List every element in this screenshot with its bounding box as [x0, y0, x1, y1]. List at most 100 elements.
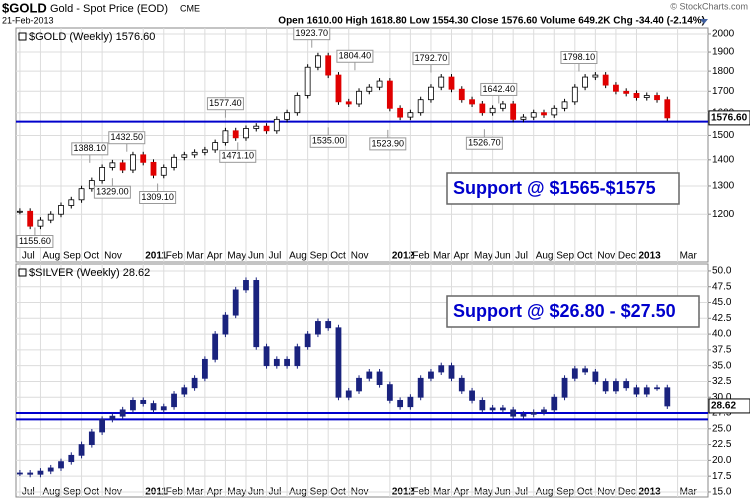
candle	[643, 95, 650, 98]
annotation-label: 1798.10	[563, 52, 596, 62]
y-tick-label: 2000	[712, 29, 735, 40]
candle	[469, 390, 475, 401]
candle	[479, 103, 486, 114]
candle	[222, 314, 229, 335]
annotation-box	[71, 142, 109, 156]
candle	[664, 387, 671, 407]
candle	[428, 86, 434, 101]
date: 21-Feb-2013	[2, 15, 54, 25]
candle	[417, 377, 424, 398]
y-tick-label: 37.5	[712, 345, 732, 356]
candle	[181, 154, 188, 158]
annotation-label: 1526.70	[468, 138, 501, 148]
candle	[633, 92, 640, 98]
candle	[253, 280, 260, 348]
x-tick-label: Mar	[186, 251, 204, 262]
candle	[181, 387, 188, 395]
candle	[613, 84, 619, 92]
candle	[520, 413, 527, 417]
candle	[243, 128, 249, 139]
candle	[130, 154, 136, 171]
y-tick-label: 1900	[712, 47, 735, 58]
y-tick-label: 45.0	[712, 297, 732, 308]
annotation-box	[16, 235, 54, 249]
x-tick-label: Nov	[351, 251, 369, 262]
candle	[99, 418, 106, 433]
candle	[602, 74, 609, 86]
callout-text: Support @ $1565-$1575	[453, 178, 656, 198]
candle	[448, 365, 455, 379]
candle	[397, 399, 404, 408]
x-tick-label: Jul	[515, 251, 528, 262]
x-tick-label: 2013	[638, 251, 661, 262]
candle	[643, 387, 650, 395]
exchange: CME	[180, 3, 200, 13]
last-price-label: 28.62	[711, 401, 736, 412]
candle	[386, 80, 393, 109]
candle	[654, 387, 660, 390]
candle	[119, 409, 126, 417]
candle	[58, 205, 64, 215]
candle	[592, 371, 599, 382]
candle	[315, 321, 321, 335]
candle	[325, 55, 332, 76]
candle	[499, 407, 506, 411]
candle	[212, 142, 219, 151]
candle	[222, 130, 229, 143]
candle	[140, 399, 147, 404]
legend-label: $GOLD (Weekly) 1576.60	[29, 31, 155, 43]
x-tick-label: Jul	[269, 251, 282, 262]
candle	[37, 470, 44, 475]
y-tick-label: 1300	[712, 181, 735, 192]
x-tick-label: Apr	[454, 251, 470, 262]
candle	[366, 86, 373, 92]
callout-box	[446, 172, 680, 205]
candle	[407, 396, 414, 408]
candle	[150, 161, 157, 176]
legend-swatch	[18, 268, 27, 277]
candle	[171, 393, 177, 408]
x-tick-label: Jul	[22, 251, 35, 262]
annotation-label: 1642.40	[483, 84, 516, 94]
candle	[541, 112, 547, 116]
candle	[469, 99, 475, 105]
candle	[17, 210, 23, 213]
y-tick-label: 35.0	[712, 360, 732, 371]
annotation-label: 1804.40	[339, 51, 372, 61]
candle	[582, 368, 588, 373]
candle	[386, 384, 393, 401]
x-tick-label: Jun	[495, 251, 511, 262]
candle	[191, 151, 198, 156]
annotation-label: 1471.10	[221, 151, 254, 161]
annotation-box	[293, 27, 331, 41]
candle	[99, 167, 106, 181]
y-tick-label: 1400	[712, 154, 735, 165]
candle	[273, 118, 280, 132]
candle	[489, 407, 496, 411]
menu-arrow[interactable]	[700, 19, 708, 24]
annotation-label: 1155.60	[19, 236, 51, 246]
candle	[284, 112, 290, 120]
x-tick-label: Nov	[597, 251, 615, 262]
candle	[479, 399, 486, 411]
annotation-box	[336, 49, 374, 63]
last-price-box	[708, 398, 750, 414]
candle	[253, 125, 260, 129]
candle	[171, 156, 177, 168]
annotation-box	[465, 136, 503, 150]
candle	[88, 431, 95, 445]
annotation-box	[560, 51, 598, 65]
annotation-label: 1523.90	[372, 138, 405, 148]
annotation-box	[206, 97, 244, 111]
y-tick-label: 22.5	[712, 439, 732, 450]
candle	[68, 199, 75, 206]
candle	[304, 333, 311, 348]
candle	[345, 101, 352, 105]
candle	[530, 112, 537, 118]
candle	[438, 76, 445, 88]
candle	[78, 444, 85, 456]
candle	[499, 103, 506, 109]
candle	[160, 406, 167, 411]
candle	[664, 99, 671, 119]
candle	[613, 381, 619, 392]
